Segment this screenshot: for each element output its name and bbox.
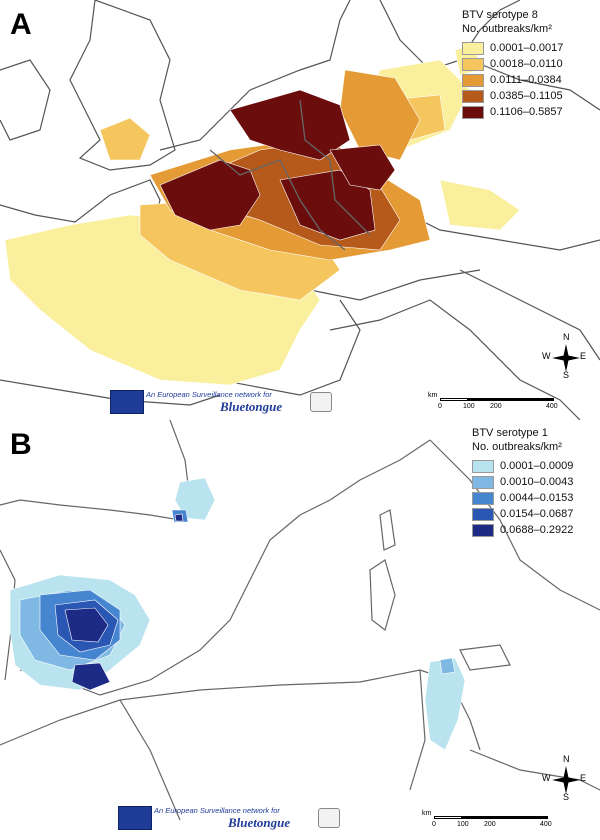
scale-tick: 200 (484, 821, 496, 828)
compass-south: S (563, 792, 570, 802)
legend-title-a: BTV serotype 8 (462, 9, 538, 21)
eu-flag-icon (110, 390, 144, 414)
eu-network-banner-a: An European Surveillance network for Blu… (110, 390, 340, 414)
legend-row: 0.0010–0.0043 (472, 474, 573, 490)
legend-row: 0.0001–0.0017 (462, 40, 563, 56)
map-panel-b: B BTV serotype 1 No. outbreaks/km² 0.000… (0, 420, 600, 840)
scale-tick: 0 (432, 821, 436, 828)
legend-swatch (472, 491, 494, 505)
coastline-italy-b (429, 439, 600, 611)
border-tunisia (409, 669, 426, 791)
eu-network-banner-b: An European Surveillance network for Blu… (118, 806, 348, 830)
scale-unit: km (422, 810, 432, 817)
banner-text: An European Surveillance network for (146, 390, 272, 399)
coastline-uk (69, 0, 176, 171)
legend-row: 0.0044–0.0153 (472, 490, 573, 506)
legend-label: 0.0111–0.0384 (490, 74, 562, 86)
scale-tick: 100 (463, 403, 475, 410)
coastline-libya (469, 749, 600, 791)
legend-label: 0.0018–0.0110 (490, 58, 563, 70)
compass-west: W (542, 351, 551, 361)
scale-tick: 0 (438, 403, 442, 410)
coastline-baltic (469, 59, 600, 111)
legend-swatch (462, 41, 484, 55)
compass-north: N (563, 332, 570, 342)
legend-row: 0.0001–0.0009 (472, 458, 573, 474)
border-alps (309, 269, 481, 301)
coastline-corsica (379, 509, 396, 551)
scale-tick: 100 (457, 821, 469, 828)
compass-east: E (580, 351, 587, 361)
legend-label: 0.1106–0.5857 (490, 106, 563, 118)
legend-b: BTV serotype 1 No. outbreaks/km² 0.0001–… (472, 426, 573, 538)
compass-rose-b: N S E W (542, 754, 587, 802)
panel-letter-b: B (10, 428, 32, 461)
legend-label: 0.0154–0.0687 (500, 508, 574, 520)
coastline-north-sea (159, 0, 351, 151)
legend-swatch (462, 89, 484, 103)
partner-logo-icon (310, 392, 332, 412)
compass-east: E (580, 773, 587, 783)
legend-swatch (462, 105, 484, 119)
legend-label: 0.0688–0.2922 (500, 524, 574, 536)
outbreak-regions-b (9, 477, 466, 751)
legend-row: 0.0111–0.0384 (462, 72, 563, 88)
legend-swatch (472, 459, 494, 473)
bluetongue-logo: Bluetongue (228, 815, 291, 830)
coastline-ireland (0, 59, 51, 141)
legend-a: BTV serotype 8 No. outbreaks/km² 0.0001–… (462, 8, 563, 120)
compass-rose-a: N S E W (542, 332, 587, 380)
legend-label: 0.0001–0.0017 (490, 42, 564, 54)
legend-label: 0.0001–0.0009 (500, 460, 574, 472)
map-b (0, 420, 600, 821)
scale-bar-b: km 0 100 200 400 (422, 810, 552, 832)
scale-tick: 400 (546, 403, 558, 410)
bluetongue-logo: Bluetongue (220, 399, 283, 414)
legend-label: 0.0044–0.0153 (500, 492, 574, 504)
scale-unit: km (428, 392, 438, 399)
legend-row: 0.0154–0.0687 (472, 506, 573, 522)
legend-label: 0.0010–0.0043 (500, 476, 574, 488)
eu-flag-icon (118, 806, 152, 830)
border-algeria (119, 699, 181, 821)
scale-tick: 400 (540, 821, 552, 828)
coastline-biscay (0, 420, 191, 521)
compass-south: S (563, 370, 570, 380)
coastline-sicily (459, 644, 511, 671)
compass-north: N (563, 754, 570, 764)
legend-row: 0.0018–0.0110 (462, 56, 563, 72)
legend-subtitle-b: No. outbreaks/km² (472, 441, 562, 453)
scale-tick: 200 (490, 403, 502, 410)
legend-swatch (462, 73, 484, 87)
legend-subtitle-a: No. outbreaks/km² (462, 23, 552, 35)
coastline-sardinia (369, 559, 396, 632)
coastline-italy (329, 299, 581, 420)
compass-west: W (542, 773, 551, 783)
legend-swatch (472, 523, 494, 537)
outbreak-regions-a (4, 44, 521, 386)
coastline-gulf-of-lion (299, 439, 431, 516)
border-benelux (209, 149, 346, 251)
coastline-adriatic (459, 269, 600, 361)
legend-row: 0.1106–0.5857 (462, 104, 563, 120)
legend-label: 0.0385–0.1105 (490, 90, 563, 102)
legend-swatch (472, 475, 494, 489)
panel-letter-a: A (10, 8, 32, 41)
partner-logo-icon (318, 808, 340, 828)
legend-row: 0.0385–0.1105 (462, 88, 563, 104)
scale-bar-a: km 0 100 200 400 (428, 392, 558, 414)
legend-title-b: BTV serotype 1 (472, 427, 548, 439)
map-a (0, 0, 600, 420)
legend-row: 0.0688–0.2922 (472, 522, 573, 538)
legend-swatch (462, 57, 484, 71)
map-panel-a: A BTV serotype 8 No. outbreaks/km² 0.000… (0, 0, 600, 420)
border-germany (299, 99, 371, 236)
banner-text: An European Surveillance network for (154, 806, 280, 815)
legend-swatch (472, 507, 494, 521)
